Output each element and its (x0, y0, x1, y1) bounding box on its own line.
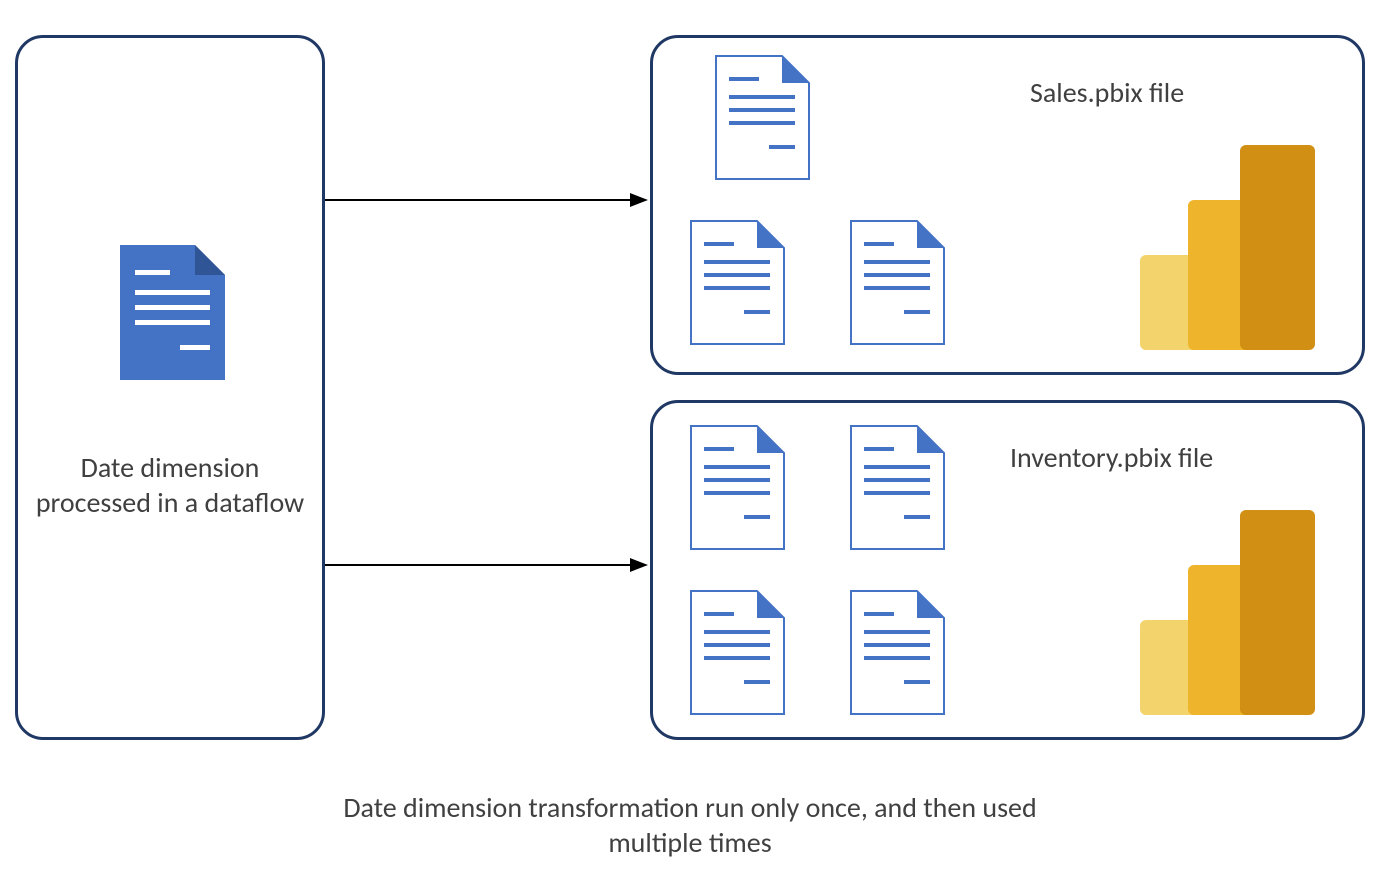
document-outline-icon (850, 220, 945, 345)
document-outline-icon (690, 590, 785, 715)
sales-label: Sales.pbix file (1030, 75, 1184, 110)
arrow-to-sales (325, 190, 650, 210)
document-solid-icon (120, 245, 225, 380)
document-outline-icon (690, 425, 785, 550)
powerbi-icon (1140, 145, 1315, 350)
document-outline-icon (690, 220, 785, 345)
document-outline-icon (715, 55, 810, 180)
source-caption: Date dimension processed in a dataflow (35, 450, 305, 520)
source-box (15, 35, 325, 740)
document-outline-icon (850, 590, 945, 715)
bottom-caption: Date dimension transformation run only o… (340, 790, 1040, 860)
inventory-label: Inventory.pbix file (1010, 440, 1213, 475)
document-outline-icon (850, 425, 945, 550)
powerbi-icon (1140, 510, 1315, 715)
arrow-to-inventory (325, 555, 650, 575)
